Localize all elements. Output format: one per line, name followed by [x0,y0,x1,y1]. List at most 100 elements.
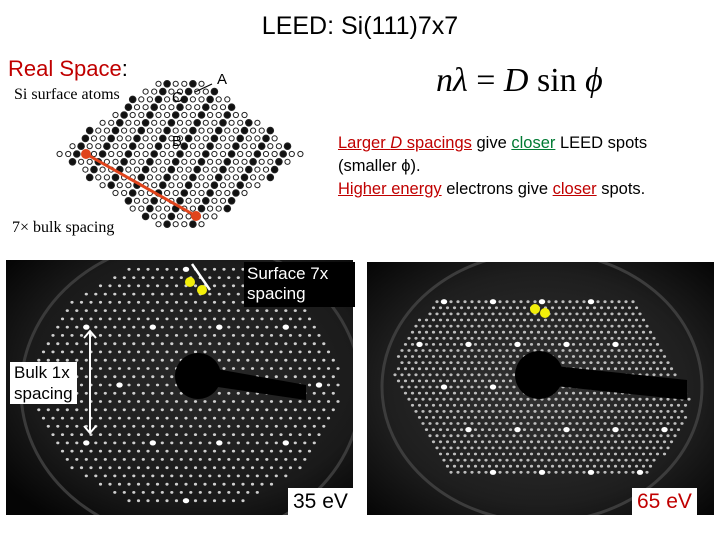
diffraction-spot [631,300,635,304]
atom-dot [98,150,107,158]
surface-7x-label: Surface 7x spacing [244,262,355,307]
atom-dot [219,197,227,204]
diffraction-spot [193,433,198,436]
diffraction-spot [222,334,226,337]
diffraction-spot [484,385,488,389]
diffraction-spot [645,458,649,462]
atom-dot [172,96,179,103]
atom-dot [189,80,197,88]
diffraction-spot [227,474,231,478]
diffraction-spot [659,446,663,450]
diffraction-spot [554,470,558,474]
diffraction-spot [561,300,565,304]
diffraction-spot [122,424,126,428]
diffraction-spot [575,422,579,425]
diffraction-spot [473,416,478,419]
atom-dot [164,205,171,212]
diffraction-spot [231,482,236,486]
diffraction-spot [652,373,656,377]
atom-dot [215,143,222,150]
diffraction-spot [620,428,625,431]
diffraction-spot [208,491,212,494]
atom-dot [133,197,141,204]
atom-dot [202,197,210,205]
atom-dot [159,150,166,158]
atom-dot [194,182,201,189]
diffraction-spot [37,408,41,412]
diffraction-spot [599,403,604,407]
notes-spots: spots. [596,180,646,198]
atom-dot [215,205,222,212]
atom-dot [198,96,205,103]
diffraction-spot [424,330,429,334]
diffraction-spot [561,410,565,413]
diffraction-spot [491,410,495,413]
diffraction-spot [160,458,164,461]
diffraction-spot [526,470,530,474]
diffraction-spot [217,391,221,395]
atom-dot [159,104,166,111]
diffraction-spot [508,440,513,444]
atom-dot [150,103,158,112]
diffraction-spot [540,324,544,328]
diffraction-spot [666,397,670,401]
diffraction-spot [473,428,478,431]
diffraction-spot [75,441,79,445]
diffraction-spot [208,474,212,478]
diffraction-spot [540,446,544,450]
diffraction-spot [424,367,429,371]
notes-closer-1: closer [511,134,556,152]
diffraction-spot [146,317,150,321]
diffraction-spot [222,300,226,304]
diffraction-spot [610,324,614,328]
atom-dot [172,221,179,228]
atom-dot [189,220,197,228]
diffraction-spot [117,400,122,403]
diffraction-spot [613,464,618,468]
atom-dot [176,135,184,142]
diffraction-spot [501,379,506,383]
diffraction-spot [435,446,439,450]
diffraction-spot [470,349,474,352]
diffraction-spot [543,343,548,346]
diffraction-spot [683,416,688,419]
diffraction-spot [438,440,443,444]
atom-dot [185,104,192,111]
diffraction-spot [659,397,663,401]
diffraction-spot [519,336,523,340]
diffraction-spot [136,433,141,436]
atom-dot [181,80,188,87]
diffraction-spot [655,440,660,444]
diffraction-spot [452,464,457,468]
diffraction-spot [470,324,474,328]
diffraction-spot [587,299,595,305]
diffraction-spot [501,343,506,346]
diffraction-spot [174,284,179,288]
atom-dot [163,80,171,88]
diffraction-spot [98,284,103,288]
diffraction-spot [582,446,586,450]
diffraction-spot [596,349,600,352]
diffraction-spot [438,355,443,358]
diffraction-spot [108,466,112,470]
diffraction-spot [155,317,160,321]
diffraction-spot [217,474,221,478]
diffraction-spot [617,470,621,474]
diffraction-spot [424,343,429,346]
diffraction-spot [127,449,131,453]
diffraction-spot [617,434,621,438]
diffraction-spot [606,367,611,371]
diffraction-spot [260,334,264,337]
diffraction-spot [103,441,107,445]
diffraction-spot [463,434,467,438]
diffraction-spot [442,458,446,462]
diffraction-spot [606,440,611,444]
diffraction-spot [89,317,93,321]
diffraction-spot [65,458,69,461]
diffraction-spot [631,434,635,438]
diffraction-spot [508,306,513,310]
diffraction-spot [676,416,681,419]
diffraction-spot [487,452,492,456]
diffraction-spot [568,422,572,425]
diffraction-spot [652,361,656,364]
